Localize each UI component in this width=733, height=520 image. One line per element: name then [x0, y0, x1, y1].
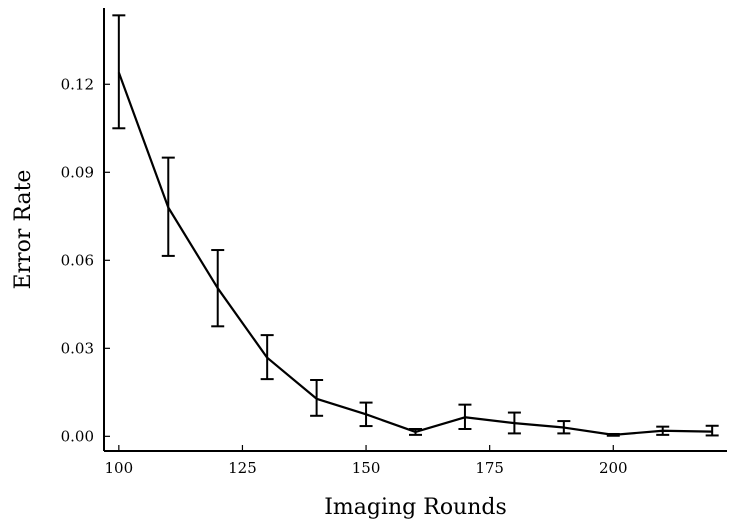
error-bar [260, 334, 274, 381]
error-bar [507, 411, 521, 435]
error-bar [112, 14, 126, 130]
x-axis-title: Imaging Rounds [324, 495, 507, 520]
x-tick-label: 175 [475, 459, 504, 477]
error-bar [310, 379, 324, 417]
error-bar [557, 420, 571, 435]
error-bar [359, 401, 373, 428]
error-bar [705, 424, 719, 437]
x-axis: 100 125 150 175 200 [104, 445, 727, 477]
y-axis-title: Error Rate [11, 170, 36, 290]
y-tick-label: 0.09 [61, 163, 94, 181]
y-tick-label: 0.00 [61, 427, 94, 445]
x-tick-label: 125 [228, 459, 257, 477]
y-axis: 0.00 0.03 0.06 0.09 0.12 [61, 8, 110, 451]
series-line [117, 72, 713, 436]
y-tick-label: 0.06 [61, 251, 94, 269]
error-bar [161, 156, 175, 257]
error-bar [211, 249, 225, 328]
x-tick-label: 200 [599, 459, 628, 477]
y-tick-label: 0.12 [61, 75, 94, 93]
plot-area [112, 14, 719, 437]
error-bar [656, 425, 670, 436]
y-tick-label: 0.03 [61, 339, 94, 357]
error-bar [458, 403, 472, 430]
error-bar [606, 432, 620, 437]
error-bar [409, 427, 422, 436]
x-tick-label: 150 [352, 459, 381, 477]
x-tick-label: 100 [105, 459, 134, 477]
x-ticks: 100 125 150 175 200 [105, 445, 628, 477]
y-ticks: 0.00 0.03 0.06 0.09 0.12 [61, 75, 110, 445]
